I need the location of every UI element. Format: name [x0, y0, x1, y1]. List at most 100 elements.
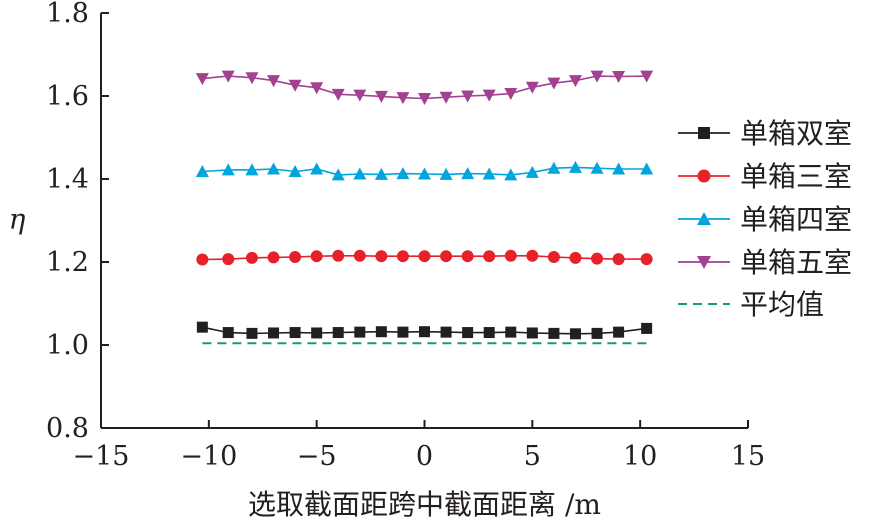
data-point — [547, 77, 561, 90]
data-point — [504, 88, 518, 101]
data-point — [375, 326, 387, 338]
data-point — [332, 327, 344, 339]
data-point — [418, 250, 431, 263]
data-point — [354, 326, 366, 338]
data-point — [590, 161, 604, 174]
legend-item: 单箱三室 — [678, 160, 852, 193]
data-point — [222, 253, 235, 266]
data-point — [483, 327, 495, 339]
data-point — [267, 75, 281, 88]
data-point — [222, 327, 234, 339]
y-axis-title: η — [9, 203, 26, 236]
data-point — [641, 322, 653, 334]
data-point — [195, 73, 209, 86]
legend-item: 平均值 — [678, 288, 824, 321]
legend-label: 单箱五室 — [740, 246, 852, 279]
data-point — [590, 70, 604, 83]
data-point — [439, 91, 453, 104]
legend-marker — [698, 127, 710, 139]
legend-label: 单箱三室 — [740, 160, 852, 193]
data-point — [547, 161, 561, 174]
data-point — [289, 327, 301, 339]
data-point — [221, 163, 235, 176]
legend-item: 单箱双室 — [678, 117, 852, 150]
x-axis-title: 选取截面距跨中截面距离 /m — [248, 488, 601, 521]
data-point — [311, 327, 323, 339]
series-2 — [196, 249, 653, 266]
data-point — [246, 327, 258, 339]
data-point — [374, 167, 388, 180]
data-point — [548, 327, 560, 339]
data-point — [568, 160, 582, 173]
data-point — [504, 249, 517, 262]
data-point — [196, 321, 208, 333]
data-point — [397, 326, 409, 338]
data-point — [482, 167, 496, 180]
data-point — [569, 251, 582, 264]
axes: −15 −10 −5 0 5 10 15 0.8 1.0 1.2 1.4 1.6 1.8 选取截面距跨中截… — [9, 0, 766, 521]
data-point — [439, 167, 453, 180]
data-point — [396, 250, 409, 263]
data-point — [418, 167, 431, 180]
data-point — [419, 326, 430, 338]
data-point — [461, 90, 475, 103]
data-point — [526, 249, 539, 262]
data-point — [440, 250, 453, 263]
data-point — [353, 167, 367, 180]
series-4 — [195, 70, 654, 105]
data-point — [525, 81, 539, 94]
data-point — [504, 168, 518, 181]
data-point — [310, 162, 324, 175]
data-point — [640, 162, 654, 175]
data-point — [245, 163, 259, 176]
y-tick-label: 1.2 — [46, 247, 89, 278]
data-point — [396, 167, 410, 180]
data-point — [418, 92, 431, 105]
data-point — [612, 162, 626, 175]
legend-label: 平均值 — [740, 288, 824, 321]
data-point — [196, 253, 209, 266]
data-point — [221, 70, 235, 83]
data-point — [547, 251, 560, 264]
legend-marker — [697, 169, 711, 183]
x-tick-label: 5 — [524, 441, 541, 472]
data-point — [591, 327, 603, 339]
data-point — [310, 82, 324, 95]
data-point — [462, 327, 474, 339]
data-point — [483, 250, 496, 263]
data-point — [310, 250, 323, 263]
legend-label: 单箱四室 — [740, 203, 852, 236]
x-tick-label: −15 — [73, 441, 130, 472]
data-point — [461, 167, 475, 180]
data-point — [331, 168, 345, 181]
y-tick-label: 1.6 — [46, 81, 89, 112]
x-tick-label: 0 — [416, 441, 433, 472]
data-point — [375, 250, 388, 263]
data-point — [267, 251, 280, 264]
data-point — [245, 251, 258, 264]
data-point — [396, 92, 410, 105]
data-point — [525, 165, 539, 178]
series-1 — [196, 321, 653, 340]
data-point — [332, 249, 345, 262]
plot-series — [195, 70, 654, 345]
y-tick-label: 1.8 — [46, 0, 89, 29]
data-point — [289, 251, 302, 264]
x-tick-label: −5 — [297, 441, 337, 472]
data-point — [195, 165, 209, 178]
legend-marker — [697, 256, 711, 269]
data-point — [288, 79, 302, 92]
data-point — [640, 253, 653, 266]
data-point — [461, 250, 474, 263]
data-point — [288, 165, 302, 178]
legend-marker — [697, 212, 711, 225]
data-point — [612, 70, 626, 83]
data-point — [267, 162, 281, 175]
data-point — [331, 88, 345, 101]
data-point — [526, 327, 538, 339]
legend-label: 单箱双室 — [740, 117, 852, 150]
data-point — [374, 90, 388, 103]
